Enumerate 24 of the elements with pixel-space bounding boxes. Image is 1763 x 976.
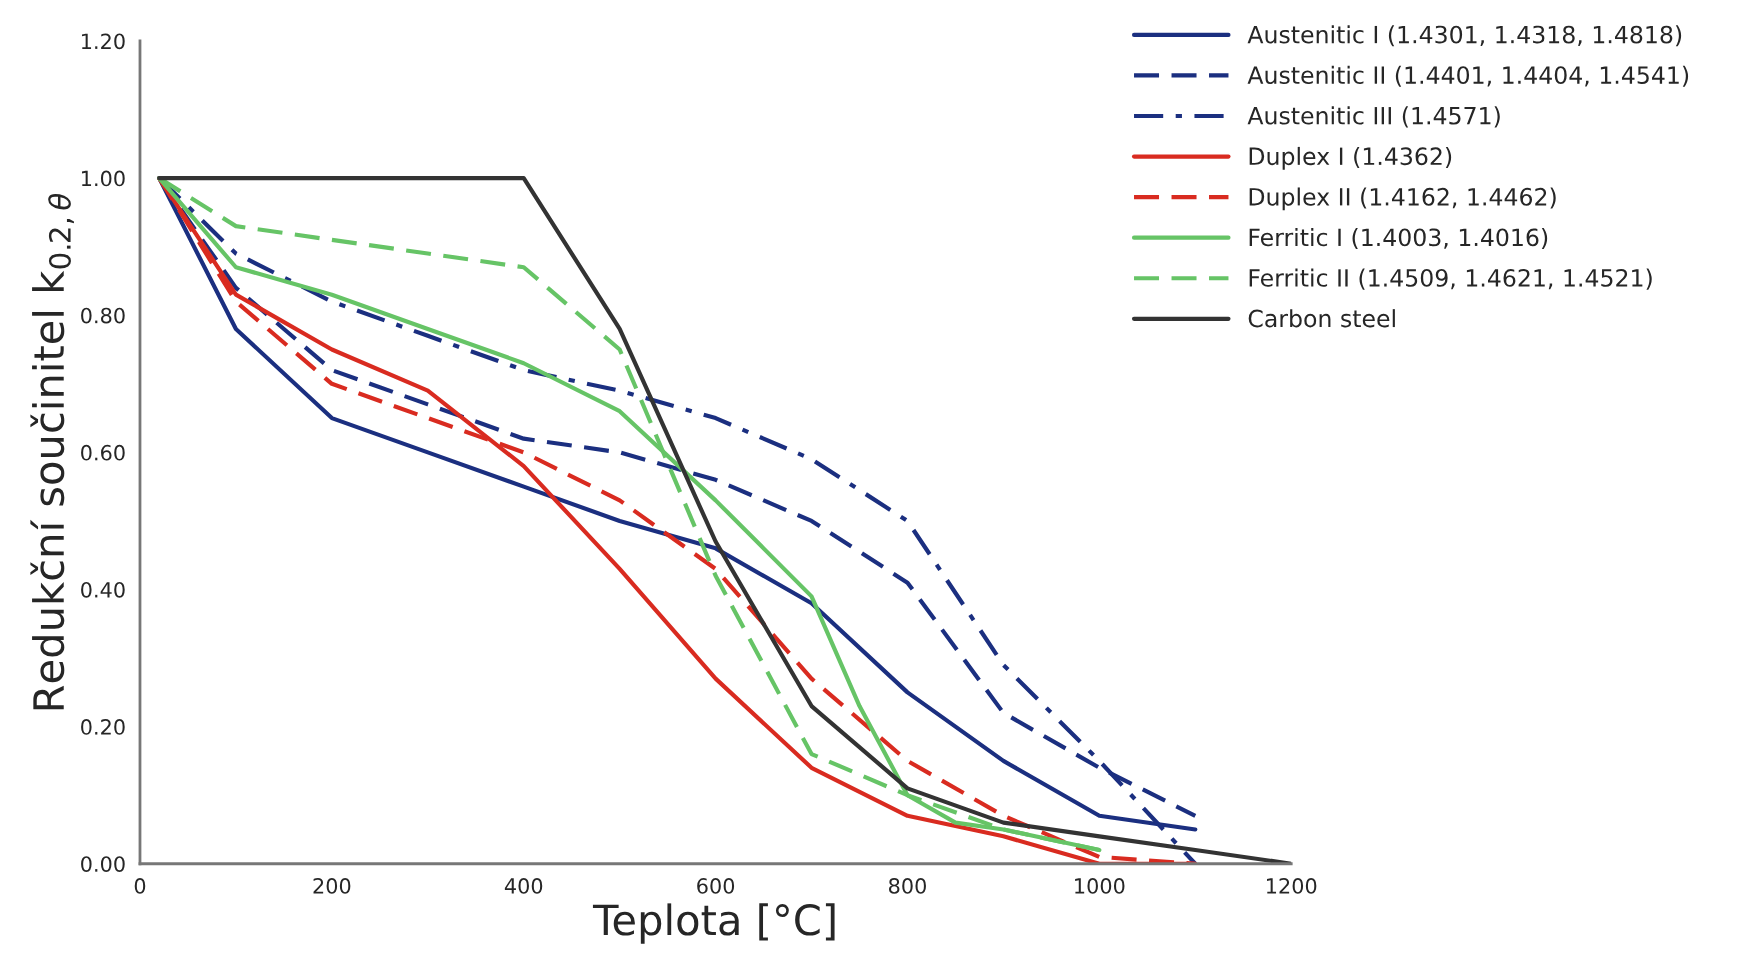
legend-label: Austenitic III (1.4571) bbox=[1247, 106, 1500, 128]
x-tick-label: 600 bbox=[697, 878, 735, 894]
y-tick-label: 0.60 bbox=[81, 444, 125, 461]
x-tick-label: 0 bbox=[134, 878, 146, 894]
x-tick-label: 1200 bbox=[1267, 878, 1317, 894]
x-axis-title: Teplota [°C] bbox=[592, 903, 835, 944]
y-tick-label: 1.00 bbox=[82, 170, 125, 187]
y-tick-label: 0.80 bbox=[81, 307, 125, 324]
legend-label: Duplex I (1.4362) bbox=[1249, 146, 1452, 170]
x-tick-label: 1000 bbox=[1075, 878, 1125, 894]
legend-label: Austenitic II (1.4401, 1.4404, 1.4541) bbox=[1247, 65, 1689, 87]
legend-label: Ferritic I (1.4003, 1.4016) bbox=[1249, 228, 1548, 250]
y-tick-label: 0.20 bbox=[81, 719, 125, 735]
y-tick-label: 0.40 bbox=[81, 581, 125, 598]
legend-label: Ferritic II (1.4509, 1.4621, 1.4521) bbox=[1249, 268, 1652, 290]
legend-label: Duplex II (1.4162, 1.4462) bbox=[1249, 187, 1556, 211]
legend-label: Carbon steel bbox=[1248, 309, 1395, 328]
x-tick-label: 800 bbox=[889, 878, 926, 894]
y-tick-label: 0.00 bbox=[81, 856, 125, 872]
x-tick-label: 200 bbox=[313, 878, 351, 894]
legend-label: Austenitic I (1.4301, 1.4318, 1.4818) bbox=[1247, 25, 1682, 47]
y-axis-title: Redukční součinitel k$_{0.2,θ}$ bbox=[30, 193, 74, 710]
x-tick-label: 400 bbox=[504, 878, 543, 894]
y-tick-label: 1.20 bbox=[82, 33, 125, 50]
